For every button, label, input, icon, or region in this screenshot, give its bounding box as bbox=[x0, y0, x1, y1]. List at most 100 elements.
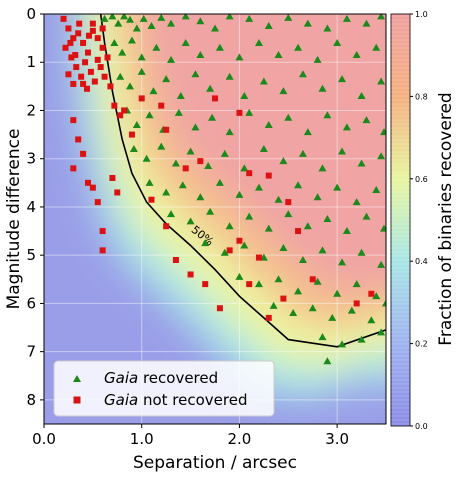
x-tick-label: 2.0 bbox=[227, 430, 251, 448]
recovered-point bbox=[125, 15, 134, 23]
recovered-point bbox=[347, 306, 356, 314]
recovered-point bbox=[377, 77, 386, 85]
recovered-point bbox=[152, 43, 161, 51]
recovered-point bbox=[274, 51, 283, 58]
recovered-point bbox=[167, 19, 176, 27]
not-recovered-point bbox=[94, 199, 101, 206]
not-recovered-point bbox=[114, 189, 121, 196]
not-recovered-point bbox=[182, 165, 189, 172]
recovered-point bbox=[298, 70, 307, 78]
recovered-point bbox=[254, 280, 263, 288]
recovered-point bbox=[206, 84, 215, 92]
not-recovered-point bbox=[265, 172, 272, 179]
not-recovered-point bbox=[246, 170, 253, 177]
recovered-point bbox=[352, 51, 361, 58]
recovered-point bbox=[240, 164, 249, 172]
not-recovered-point bbox=[353, 300, 360, 307]
recovered-point bbox=[289, 309, 298, 317]
recovered-point bbox=[269, 301, 278, 309]
x-tick-label: 3.0 bbox=[325, 430, 349, 448]
not-recovered-point bbox=[104, 54, 111, 61]
recovered-point bbox=[178, 181, 187, 189]
recovered-point bbox=[382, 299, 386, 307]
not-recovered-point bbox=[236, 237, 243, 244]
recovered-point bbox=[372, 292, 381, 300]
not-recovered-point bbox=[78, 73, 85, 80]
not-recovered-point bbox=[226, 247, 233, 254]
not-recovered-point bbox=[67, 39, 74, 46]
recovered-point bbox=[206, 207, 215, 215]
recovered-point bbox=[196, 17, 205, 25]
not-recovered-point bbox=[80, 39, 87, 46]
recovered-point bbox=[264, 224, 273, 232]
recovered-point bbox=[377, 260, 386, 268]
y-tick-label: 4 bbox=[26, 198, 36, 216]
recovered-point bbox=[240, 92, 249, 99]
not-recovered-point bbox=[285, 199, 292, 206]
not-recovered-point bbox=[91, 78, 98, 85]
recovered-point bbox=[313, 193, 322, 201]
recovered-point bbox=[323, 357, 332, 365]
recovered-point bbox=[132, 120, 141, 128]
recovered-point bbox=[220, 248, 229, 256]
recovered-point bbox=[357, 248, 366, 256]
recovered-point bbox=[259, 145, 268, 153]
not-recovered-point bbox=[121, 107, 128, 114]
not-recovered-point bbox=[265, 314, 272, 321]
x-tick-label: 1.0 bbox=[130, 430, 154, 448]
recovered-point bbox=[167, 210, 176, 218]
recovered-point bbox=[342, 123, 351, 131]
not-recovered-point bbox=[62, 44, 69, 51]
not-recovered-point bbox=[70, 165, 77, 172]
recovered-point bbox=[176, 92, 185, 99]
colorbar: 0.0 0.2 0.4 0.6 0.8 1.0 Fraction of binaries … bbox=[390, 10, 456, 431]
recovered-point bbox=[167, 55, 176, 63]
not-recovered-point bbox=[97, 64, 104, 71]
recovered-point bbox=[235, 53, 244, 61]
recovered-point bbox=[313, 277, 322, 285]
not-recovered-point bbox=[84, 179, 91, 186]
recovered-point bbox=[372, 186, 381, 194]
colorbar-tick-label: 0.4 bbox=[415, 257, 428, 266]
not-recovered-point bbox=[60, 15, 67, 22]
recovered-point bbox=[279, 243, 288, 251]
not-recovered-point bbox=[163, 223, 170, 230]
recovered-point bbox=[303, 222, 312, 230]
recovered-point bbox=[303, 19, 312, 27]
colorbar-tick-label: 0.6 bbox=[415, 175, 428, 184]
recovered-point bbox=[110, 38, 119, 46]
recovered-point bbox=[245, 108, 254, 116]
not-recovered-point bbox=[99, 44, 106, 51]
recovered-point bbox=[342, 14, 351, 22]
not-recovered-point bbox=[107, 83, 114, 90]
not-recovered-point bbox=[68, 54, 75, 61]
recovered-point bbox=[220, 149, 229, 157]
not-recovered-point bbox=[99, 228, 106, 235]
recovered-point bbox=[181, 14, 190, 20]
recovered-point bbox=[342, 227, 351, 235]
not-recovered-point bbox=[75, 136, 82, 143]
x-tick-label: 0.0 bbox=[32, 430, 56, 448]
recovered-point bbox=[333, 38, 342, 46]
x-axis-ticks: 0.0 1.0 2.0 3.0 bbox=[32, 424, 349, 448]
not-recovered-point bbox=[73, 64, 80, 71]
not-recovered-point bbox=[216, 305, 223, 312]
recovered-point bbox=[328, 313, 337, 321]
recovered-point bbox=[274, 195, 283, 203]
recovered-point bbox=[298, 149, 307, 157]
recovered-point bbox=[118, 48, 127, 56]
legend-square-icon bbox=[73, 396, 81, 404]
recovered-point bbox=[132, 24, 141, 32]
recovered-point bbox=[225, 128, 234, 136]
recovered-point bbox=[380, 224, 386, 232]
recovered-point bbox=[254, 183, 263, 191]
recovered-point bbox=[357, 159, 366, 167]
y-tick-label: 3 bbox=[26, 150, 36, 168]
not-recovered-point bbox=[70, 117, 77, 124]
recovered-point bbox=[254, 38, 263, 46]
recovered-point bbox=[357, 92, 366, 99]
recovered-point bbox=[333, 289, 342, 297]
recovered-point bbox=[333, 183, 342, 191]
recovered-point bbox=[171, 159, 180, 167]
recovered-point bbox=[235, 272, 244, 280]
